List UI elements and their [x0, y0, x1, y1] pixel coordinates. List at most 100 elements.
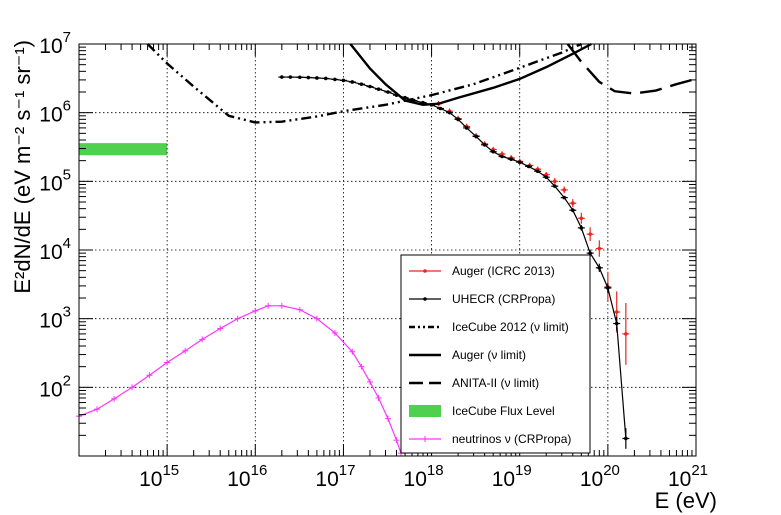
data-point [474, 134, 478, 139]
legend-marker [423, 297, 427, 301]
series-line [566, 43, 697, 95]
series-line [146, 42, 582, 124]
data-point [624, 332, 628, 336]
x-tick-base: 10 [227, 468, 250, 491]
x-axis-label: E (eV) [655, 488, 717, 513]
data-point [491, 149, 495, 154]
y-tick-label: 104 [39, 235, 71, 264]
y-axis-label: E²dN/dE (eV m⁻² s⁻¹ sr⁻¹) [10, 40, 35, 294]
data-point [333, 77, 337, 82]
legend-label: IceCube 2012 (ν limit) [452, 320, 569, 334]
data-point [614, 310, 619, 314]
legend-label: Auger (ν limit) [452, 348, 526, 362]
data-point [535, 169, 540, 174]
series-line [349, 42, 592, 107]
y-tick-base: 10 [39, 35, 62, 58]
data-point [606, 286, 610, 290]
data-point [562, 188, 567, 192]
data-point [588, 232, 592, 236]
data-point [552, 184, 557, 188]
data-point [517, 160, 522, 164]
series-line [281, 76, 627, 439]
series-line [78, 305, 402, 454]
data-point [500, 154, 504, 159]
data-point [376, 87, 381, 91]
y-tick-base: 10 [39, 310, 62, 333]
data-point [552, 179, 557, 184]
legend-item-4: ANITA-II (ν limit) [409, 376, 539, 390]
legend-marker [423, 269, 427, 273]
tick-layer [78, 43, 697, 457]
data-point [544, 172, 549, 177]
data-point [509, 157, 513, 162]
x-tick-exponent: 18 [427, 462, 444, 479]
data-point [482, 143, 487, 147]
data-point [562, 195, 567, 200]
series-1 [278, 75, 630, 449]
legend-item-0: Auger (ICRC 2013) [409, 264, 555, 278]
data-point [306, 75, 311, 80]
data-point [570, 201, 575, 206]
y-tick-base: 10 [39, 378, 62, 401]
band-layer [79, 143, 168, 156]
x-tick-base: 10 [404, 468, 427, 491]
x-tick-exponent: 19 [515, 462, 532, 479]
x-tick-base: 10 [580, 468, 603, 491]
data-point [288, 75, 293, 79]
data-point [579, 216, 584, 221]
data-point [447, 110, 452, 115]
y-tick-exponent: 3 [63, 304, 71, 321]
y-tick-label: 106 [39, 98, 71, 127]
data-point [456, 117, 460, 122]
y-tick-label: 102 [39, 372, 71, 401]
x-tick-base: 10 [492, 468, 515, 491]
x-tick-label: 1019 [492, 462, 532, 491]
y-tick-label: 107 [39, 29, 71, 58]
data-point [280, 75, 284, 79]
legend-label: Auger (ICRC 2013) [452, 264, 555, 278]
data-point [526, 164, 531, 169]
x-tick-base: 10 [668, 468, 691, 491]
data-point [341, 78, 346, 83]
data-point [597, 266, 602, 270]
y-tick-base: 10 [39, 241, 62, 264]
x-tick-label: 1018 [404, 462, 444, 491]
data-point [438, 106, 443, 111]
legend-item-2: IceCube 2012 (ν limit) [409, 320, 569, 334]
y-tick-exponent: 6 [63, 98, 71, 115]
series-3 [349, 42, 592, 107]
icecube-flux-band [79, 143, 168, 156]
x-tick-exponent: 21 [691, 462, 708, 479]
data-point [588, 251, 592, 255]
y-tick-exponent: 4 [63, 235, 71, 252]
legend: Auger (ICRC 2013) UHECR (CRPropa) IceCube … [400, 254, 591, 454]
data-point [350, 80, 355, 84]
x-tick-exponent: 17 [339, 462, 356, 479]
data-point [315, 76, 319, 80]
x-tick-label: 1015 [139, 462, 179, 491]
data-point [298, 75, 302, 80]
legend-label: IceCube Flux Level [452, 404, 555, 418]
y-tick-label: 103 [39, 304, 71, 333]
grid-layer [79, 44, 696, 456]
y-tick-base: 10 [39, 104, 62, 127]
x-tick-exponent: 15 [162, 462, 179, 479]
x-tick-label: 1020 [580, 462, 620, 491]
data-point [386, 90, 390, 94]
data-point [500, 152, 504, 156]
series-2 [146, 42, 582, 124]
x-tick-exponent: 20 [603, 462, 620, 479]
legend-label: neutrinos ν (CRPropa) [452, 432, 571, 446]
data-point [368, 84, 372, 89]
legend-swatch [409, 405, 441, 417]
y-tick-exponent: 7 [63, 29, 71, 46]
data-point [544, 175, 549, 179]
data-point [323, 76, 328, 81]
series-4 [566, 43, 697, 95]
legend-label: ANITA-II (ν limit) [452, 376, 539, 390]
x-tick-label: 1016 [227, 462, 267, 491]
data-point [464, 126, 469, 130]
data-point [359, 82, 364, 86]
x-tick-label: 1021 [668, 462, 708, 491]
